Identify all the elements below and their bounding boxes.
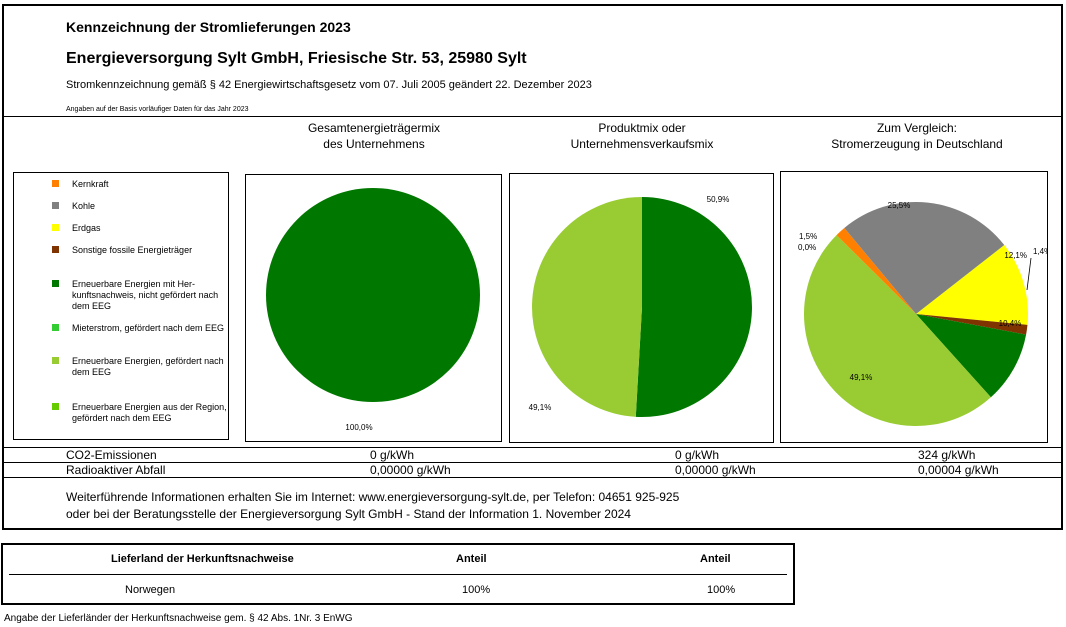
pie-slice bbox=[916, 314, 1028, 335]
pie-slice bbox=[844, 202, 1005, 314]
pie-slice bbox=[916, 314, 1027, 398]
waste-label: Radioaktiver Abfall bbox=[66, 463, 166, 477]
table-cell-share-1: 100% bbox=[462, 584, 491, 596]
pie-data-label: 12,1% bbox=[1004, 251, 1027, 260]
pie-slice bbox=[836, 227, 916, 314]
pie-data-label: 49,1% bbox=[529, 403, 552, 412]
waste-value-product: 0,00000 g/kWh bbox=[675, 463, 756, 477]
page-title: Kennzeichnung der Stromlieferungen 2023 bbox=[66, 19, 351, 35]
pie-slice bbox=[266, 188, 480, 402]
column-heading-line: des Unternehmens bbox=[323, 137, 425, 151]
pie-data-label: 1,5% bbox=[799, 232, 817, 241]
column-heading-line: Gesamtenergieträgermix bbox=[307, 121, 441, 135]
table-cell-share-2: 100% bbox=[707, 584, 736, 596]
table-header-share-2: Anteil bbox=[700, 553, 731, 565]
waste-value-company: 0,00000 g/kWh bbox=[370, 463, 451, 477]
co2-value-product: 0 g/kWh bbox=[675, 448, 720, 462]
legend-swatch bbox=[52, 180, 59, 187]
legend-swatch bbox=[52, 202, 59, 209]
legend-swatch bbox=[52, 246, 59, 253]
pie-chart-germany: 1,5% 25,5% 12,1% 1,4% 10,4% 49,1% 0,0% bbox=[780, 171, 1051, 443]
column-heading-line: Zum Vergleich: bbox=[876, 121, 958, 135]
column-heading-line: Unternehmensverkaufsmix bbox=[570, 137, 714, 151]
legend-label: Sonstige fossile Energieträger bbox=[72, 245, 193, 255]
pie-data-label: 50,9% bbox=[707, 195, 730, 204]
legend-label: Erneuerbare Energien aus der Region, gef… bbox=[72, 402, 227, 423]
footnote: Angabe der Lieferländer der Herkunftsnac… bbox=[4, 613, 353, 624]
column-heading-product-mix: Produktmix oder Unternehmensverkaufsmix bbox=[510, 120, 774, 152]
waste-value-germany: 0,00004 g/kWh bbox=[918, 463, 999, 477]
pie-svg: 100,0% bbox=[266, 188, 480, 432]
pie-slice bbox=[635, 197, 753, 417]
table-header-divider bbox=[9, 574, 787, 575]
table-cell-country: Norwegen bbox=[125, 584, 176, 596]
pie-slice bbox=[532, 197, 642, 417]
legend-swatch bbox=[52, 224, 59, 231]
company-name: Energieversorgung Sylt GmbH, Friesische … bbox=[66, 50, 527, 67]
emissions-divider-top bbox=[2, 447, 1063, 448]
pie-chart-product-mix: 50,9% 49,1% bbox=[509, 173, 774, 443]
legal-subtitle: Stromkennzeichnung gemäß § 42 Energiewir… bbox=[66, 79, 592, 91]
pie-slice bbox=[916, 245, 1028, 325]
pie-data-label: 25,5% bbox=[888, 201, 911, 210]
column-heading-line: Produktmix oder bbox=[598, 121, 686, 135]
pie-chart-company-mix: 100,0% bbox=[245, 174, 502, 442]
origin-table: Lieferland der Herkunftsnachweise Anteil… bbox=[1, 543, 795, 605]
legend-label: Erdgas bbox=[72, 223, 101, 233]
legend-label: Erneuerbare Energien, gefördert nach dem… bbox=[72, 356, 224, 377]
emissions-divider-bottom bbox=[2, 477, 1063, 478]
co2-value-germany: 324 g/kWh bbox=[918, 448, 976, 462]
data-basis-note: Angaben auf der Basis vorläufiger Daten … bbox=[66, 106, 249, 113]
legend-label: Mieterstrom, gefördert nach dem EEG bbox=[72, 323, 225, 333]
legend-label: Erneuerbare Energien mit Her-kunftsnachw… bbox=[72, 279, 219, 311]
column-heading-germany: Zum Vergleich: Stromerzeugung in Deutsch… bbox=[781, 120, 1053, 152]
co2-value-company: 0 g/kWh bbox=[370, 448, 415, 462]
pie-svg: 1,5% 25,5% 12,1% 1,4% 10,4% 49,1% 0,0% bbox=[798, 201, 1051, 427]
pie-svg: 50,9% 49,1% bbox=[529, 195, 753, 417]
table-header-share-1: Anteil bbox=[456, 553, 487, 565]
pie-data-label: 100,0% bbox=[345, 423, 372, 432]
pie-data-label: 49,1% bbox=[850, 373, 873, 382]
pie-label-leader bbox=[1026, 257, 1032, 291]
chart-legend: Kernkraft Kohle Erdgas Sonstige fossile … bbox=[13, 172, 229, 440]
column-heading-company-mix: Gesamtenergieträgermix des Unternehmens bbox=[246, 120, 502, 152]
pie-slice bbox=[803, 235, 991, 427]
label-frame bbox=[2, 4, 1063, 530]
pie-data-label: 0,0% bbox=[798, 243, 816, 252]
table-header-country: Lieferland der Herkunftsnachweise bbox=[111, 553, 294, 565]
legend-label: Kernkraft bbox=[72, 179, 109, 189]
header-divider bbox=[2, 116, 1063, 117]
legend-label: Kohle bbox=[72, 201, 96, 211]
co2-label: CO2-Emissionen bbox=[66, 448, 157, 462]
column-heading-line: Stromerzeugung in Deutschland bbox=[831, 137, 1003, 151]
info-line-2: oder bei der Beratungsstelle der Energie… bbox=[66, 507, 631, 521]
pie-data-label: 10,4% bbox=[999, 319, 1022, 328]
legend-swatch bbox=[52, 280, 59, 287]
pie-data-label: 1,4% bbox=[1033, 247, 1047, 256]
emissions-divider-mid bbox=[2, 462, 1063, 463]
legend-swatch bbox=[52, 324, 59, 331]
legend-swatch bbox=[52, 357, 59, 364]
info-line-1: Weiterführende Informationen erhalten Si… bbox=[66, 490, 680, 504]
legend-swatch bbox=[52, 403, 59, 410]
